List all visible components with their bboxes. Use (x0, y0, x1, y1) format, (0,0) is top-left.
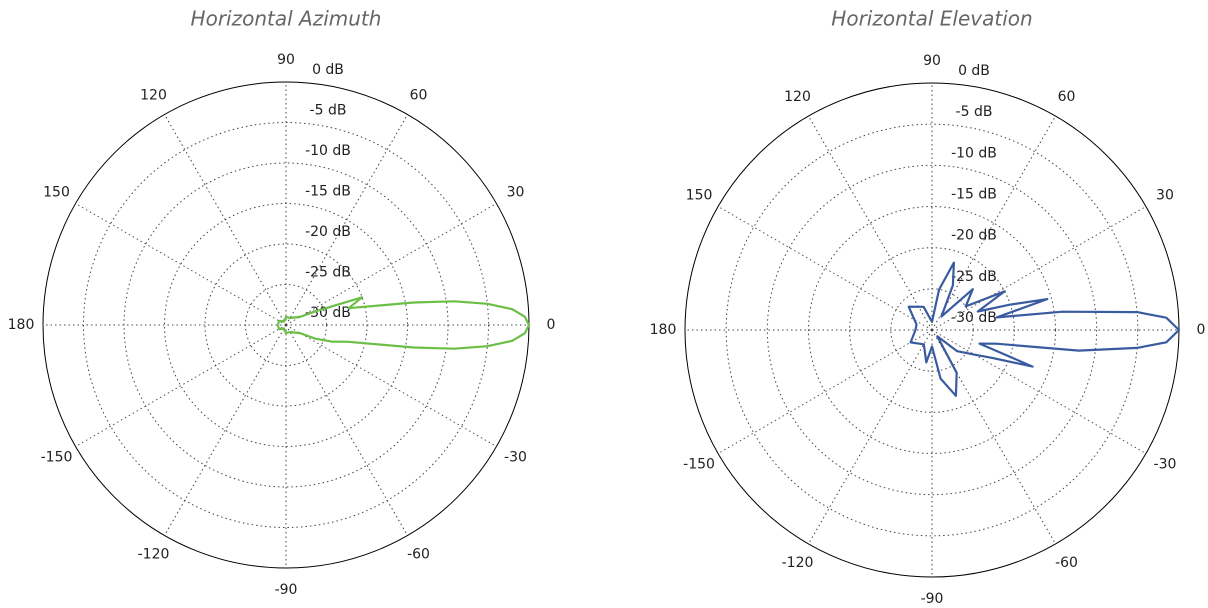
angle-tick-label: 150 (43, 185, 70, 201)
pattern-line (907, 261, 1181, 397)
r-tick-label: -25 dB (305, 265, 351, 281)
angle-tick-label: -90 (921, 591, 944, 607)
r-tick-label: -20 dB (951, 228, 997, 244)
r-tick-label: 0 dB (312, 62, 344, 78)
angle-tick-label: -150 (683, 457, 715, 473)
r-tick-label: -25 dB (951, 269, 997, 285)
angle-tick-label: 90 (277, 52, 295, 68)
angle-tick-label: 180 (650, 322, 677, 338)
angle-tick-label: -60 (407, 546, 430, 562)
grid-spoke (164, 324, 287, 536)
grid-spoke (285, 324, 497, 447)
grid-spoke (808, 329, 933, 545)
angle-tick-label: 30 (507, 185, 525, 201)
angle-tick-label: 150 (686, 188, 713, 204)
angle-tick-label: 60 (410, 88, 428, 104)
angle-tick-label: 0 (547, 317, 556, 333)
angle-tick-label: 120 (784, 89, 811, 105)
r-tick-label: -10 dB (305, 143, 351, 159)
angle-tick-label: 120 (140, 88, 167, 104)
grid-spoke (75, 203, 287, 326)
grid-spoke (75, 324, 287, 447)
pattern-line (276, 296, 531, 350)
angle-tick-label: 60 (1058, 89, 1076, 105)
grid-spoke (717, 329, 933, 454)
angle-tick-label: -120 (782, 555, 814, 571)
grid-spoke (285, 203, 497, 326)
angle-tick-label: 30 (1156, 188, 1174, 204)
r-tick-label: -20 dB (305, 224, 351, 240)
angle-tick-label: -30 (1154, 457, 1177, 473)
grid-spoke (164, 114, 287, 326)
angle-tick-label: 0 (1197, 322, 1206, 338)
chart-title: Horizontal Azimuth (191, 7, 382, 31)
r-tick-label: -30 dB (951, 310, 997, 326)
chart-title: Horizontal Elevation (831, 7, 1032, 31)
grid-spoke (931, 115, 1056, 331)
grid-spoke (717, 206, 933, 331)
r-tick-label: -15 dB (305, 184, 351, 200)
angle-tick-label: 180 (8, 317, 35, 333)
angle-tick-label: -60 (1055, 555, 1078, 571)
r-tick-label: 0 dB (958, 63, 990, 79)
angle-tick-label: -120 (138, 546, 170, 562)
grid-spoke (285, 114, 408, 326)
grid-spoke (285, 324, 408, 536)
grid-ring (808, 206, 1056, 454)
grid-spoke (931, 206, 1147, 331)
grid-ring (766, 164, 1098, 496)
grid-ring (725, 123, 1139, 537)
r-tick-label: -15 dB (951, 187, 997, 203)
angle-tick-label: 90 (923, 53, 941, 69)
r-tick-label: -10 dB (951, 145, 997, 161)
r-tick-label: -30 dB (305, 305, 351, 321)
r-tick-label: -5 dB (956, 104, 993, 120)
angle-tick-label: -150 (41, 450, 73, 466)
r-tick-label: -5 dB (310, 103, 347, 119)
angle-tick-label: -30 (504, 450, 527, 466)
angle-tick-label: -90 (275, 582, 298, 598)
grid-spoke (808, 115, 933, 331)
grid-spoke (931, 329, 1147, 454)
